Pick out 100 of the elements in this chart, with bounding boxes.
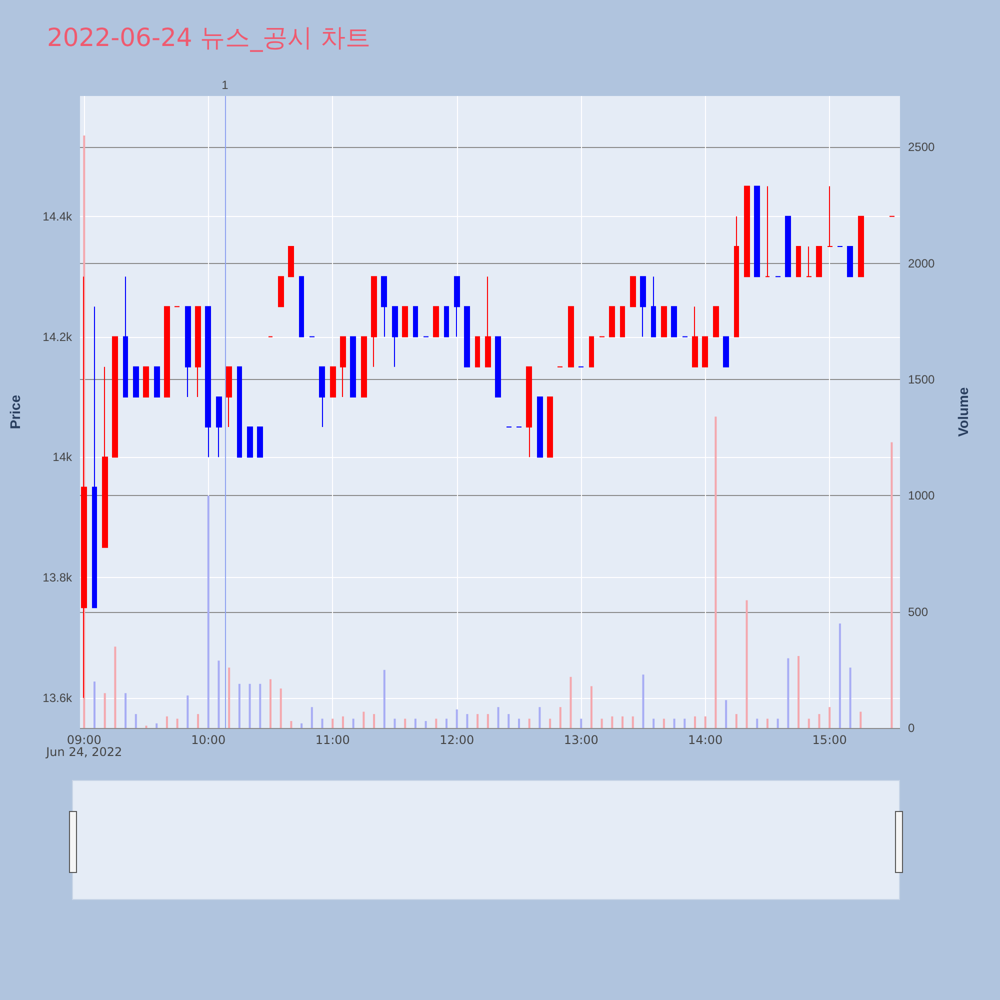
bar bbox=[476, 714, 479, 728]
bar bbox=[424, 721, 427, 728]
candlestick bbox=[620, 306, 625, 338]
candlestick bbox=[257, 426, 263, 458]
bar bbox=[342, 716, 344, 728]
candlestick bbox=[112, 336, 118, 458]
bar bbox=[673, 718, 676, 728]
bar bbox=[238, 684, 240, 728]
candlestick bbox=[765, 186, 770, 278]
bar bbox=[798, 656, 800, 728]
bar bbox=[259, 684, 262, 728]
y-tick-label: 14.4k bbox=[42, 209, 73, 224]
bar bbox=[466, 714, 468, 728]
bar bbox=[622, 716, 624, 728]
y2-tick-label: 1500 bbox=[908, 372, 936, 386]
candlestick bbox=[340, 336, 346, 398]
candlestick bbox=[827, 186, 833, 247]
candlestick bbox=[433, 306, 439, 338]
candlestick bbox=[454, 276, 460, 338]
candlestick bbox=[526, 366, 532, 458]
bar bbox=[383, 670, 386, 728]
bar bbox=[446, 718, 448, 728]
bar bbox=[518, 718, 520, 728]
bar bbox=[373, 714, 376, 728]
bar bbox=[828, 707, 831, 728]
x-tick-label: 09:00 Jun 24, 2022 bbox=[45, 733, 122, 759]
candlestick bbox=[164, 306, 170, 398]
bar bbox=[497, 707, 500, 728]
bar bbox=[280, 688, 282, 728]
candlestick bbox=[392, 306, 398, 368]
y-tick-label: 13.6k bbox=[42, 690, 73, 705]
candlestick bbox=[195, 306, 201, 398]
candlestick bbox=[806, 246, 812, 278]
candlestick bbox=[464, 306, 470, 368]
y2-tick-label: 1000 bbox=[908, 488, 936, 503]
bar bbox=[611, 716, 614, 728]
bar bbox=[134, 714, 137, 728]
bar bbox=[694, 716, 696, 728]
bar bbox=[580, 718, 582, 728]
x-tick-label: 14:00 bbox=[688, 733, 723, 747]
bar bbox=[270, 679, 272, 728]
bar bbox=[228, 668, 230, 728]
candlestick bbox=[785, 216, 791, 278]
ref-line-label: 1 bbox=[222, 78, 229, 92]
candlestick bbox=[247, 426, 253, 458]
bar bbox=[352, 718, 354, 728]
bar bbox=[486, 714, 489, 728]
bar bbox=[632, 716, 634, 728]
bar bbox=[652, 718, 655, 728]
y2-tick-label: 0 bbox=[908, 721, 915, 735]
bar bbox=[756, 718, 758, 728]
bar bbox=[746, 600, 748, 728]
y2-tick-label: 2000 bbox=[908, 256, 936, 270]
candlestick bbox=[330, 366, 336, 398]
y2-tick-label: 500 bbox=[908, 604, 928, 619]
bar bbox=[321, 718, 324, 728]
bar bbox=[590, 686, 592, 728]
bar bbox=[776, 718, 779, 728]
bar bbox=[600, 718, 603, 728]
bar bbox=[156, 723, 158, 728]
candlestick bbox=[216, 396, 222, 458]
bar bbox=[362, 712, 365, 728]
bar bbox=[124, 693, 127, 728]
candlestick bbox=[299, 276, 304, 338]
candlestick bbox=[278, 276, 284, 308]
bar bbox=[290, 721, 292, 728]
bar bbox=[662, 718, 665, 728]
x-tick-label: 12:00 bbox=[440, 733, 474, 747]
bar bbox=[114, 646, 116, 728]
bar bbox=[310, 707, 313, 728]
candlestick bbox=[361, 336, 367, 398]
x-tick-label: 15:00 bbox=[812, 733, 847, 747]
candlestick bbox=[485, 276, 491, 368]
bar bbox=[642, 674, 644, 728]
candlestick bbox=[713, 306, 719, 338]
bar bbox=[414, 718, 416, 728]
bar bbox=[818, 714, 820, 728]
x-tick-label: 10:00 bbox=[191, 733, 226, 747]
candlestick bbox=[796, 246, 801, 278]
candlestick bbox=[133, 366, 139, 398]
candlestick bbox=[734, 216, 739, 338]
bar bbox=[714, 416, 717, 728]
bar bbox=[849, 668, 852, 728]
candlestick bbox=[319, 366, 325, 428]
candlestick bbox=[847, 246, 853, 278]
bar bbox=[166, 716, 168, 728]
candlestick bbox=[102, 366, 108, 548]
chart-title: 2022-06-24 뉴스_공시 차트 bbox=[47, 23, 371, 52]
candlestick bbox=[816, 246, 822, 278]
candlestick bbox=[185, 306, 191, 398]
bar bbox=[735, 714, 738, 728]
x-tick-label: 13:00 bbox=[564, 733, 598, 747]
bar bbox=[549, 718, 552, 728]
bar bbox=[197, 714, 200, 728]
x-tick-label: 11:00 bbox=[315, 733, 350, 747]
candlestick bbox=[609, 306, 615, 338]
bar bbox=[186, 695, 189, 728]
bar bbox=[218, 660, 220, 728]
candlestick bbox=[568, 306, 574, 368]
candlestick bbox=[205, 306, 211, 458]
